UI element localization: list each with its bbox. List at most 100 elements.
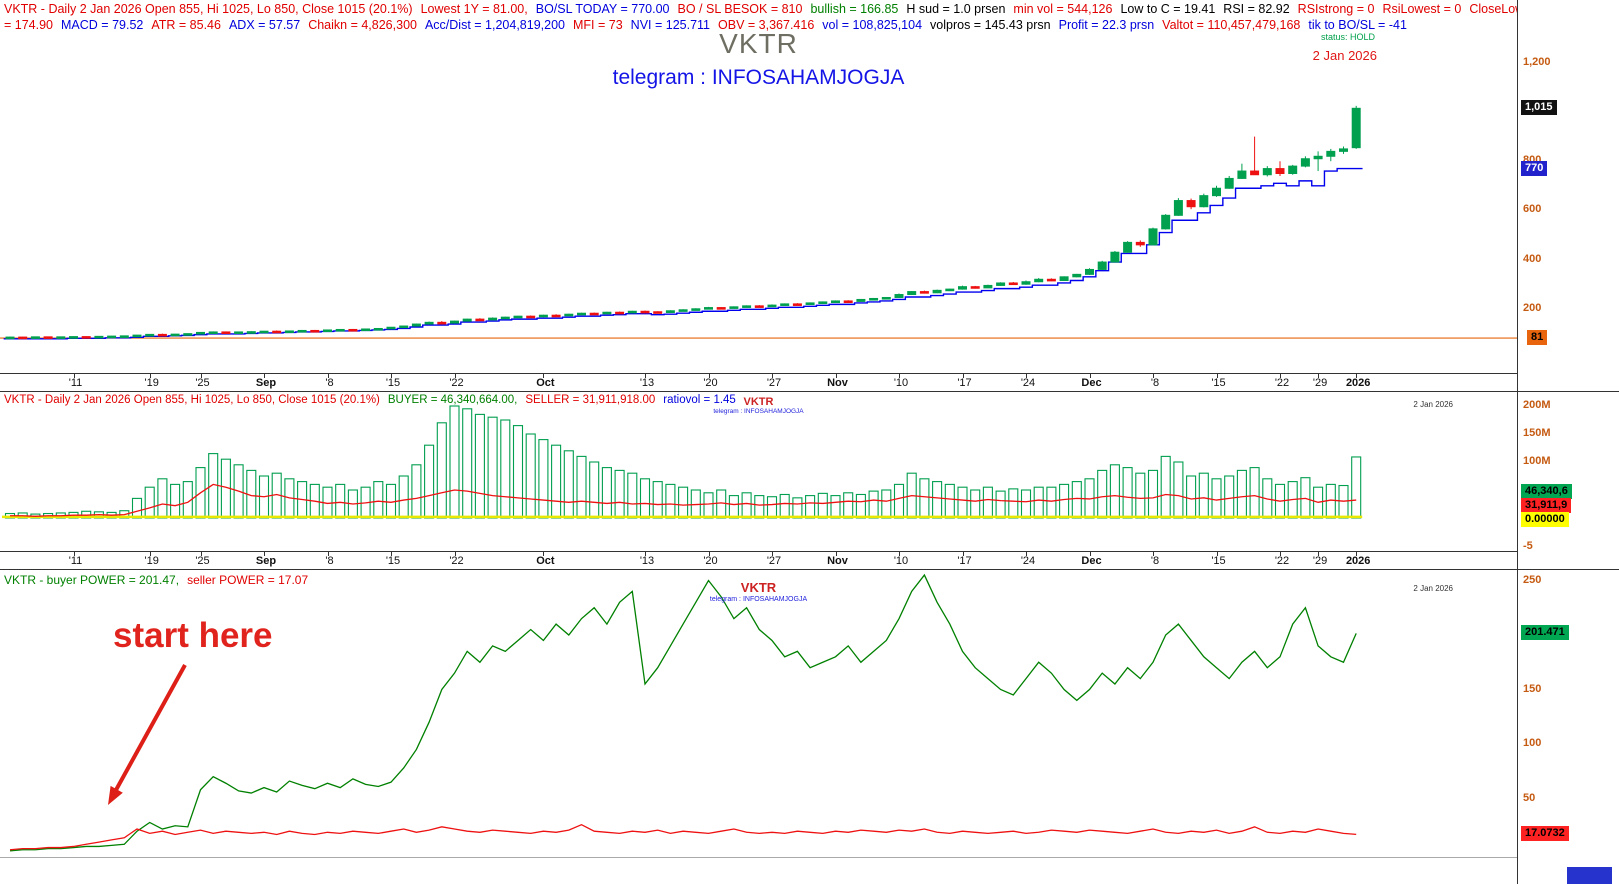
axis-value-badge: 17.0732: [1521, 826, 1569, 842]
x-axis-label: '19: [144, 555, 159, 567]
x-tick-mark: [1318, 552, 1320, 556]
axis-value-badge: 0.00000: [1521, 512, 1569, 528]
axis-value-badge: 46,340,6: [1521, 484, 1572, 500]
x-axis-label: '27: [766, 555, 782, 567]
x-tick-mark: [645, 374, 646, 378]
price-metric-4: bullish = 166.85: [810, 2, 899, 16]
x-tick-mark: [1153, 374, 1154, 378]
buyer-power-line: [9, 573, 1357, 852]
panel-divider: [1517, 569, 1619, 570]
price-metric-3: BO / SL BESOK = 810: [677, 2, 803, 16]
y-axis-label: 150M: [1523, 427, 1551, 439]
x-axis-label: '25: [195, 377, 210, 389]
y-axis-label: 400: [1523, 252, 1542, 265]
price-metric-9: RSIstrong = 0: [1297, 2, 1375, 16]
x-axis-label: '15: [385, 555, 401, 567]
x-axis-label: '15: [1211, 555, 1226, 567]
price-metric2-10: volpros = 145.43 prsn: [930, 18, 1051, 32]
x-tick-mark: [454, 552, 456, 556]
price-metric-7: Low to C = 19.41: [1120, 2, 1216, 16]
x-axis-label: Nov: [827, 377, 848, 389]
power-metric-1: seller POWER = 17.07: [187, 573, 309, 587]
x-tick-mark: [391, 374, 392, 378]
price-metric-10: RsiLowest = 0: [1382, 2, 1462, 16]
y-axis-label: -5: [1523, 540, 1533, 553]
x-axis-label: '8: [1150, 377, 1160, 389]
x-tick-mark: [543, 374, 545, 378]
panel-divider: [1517, 391, 1619, 392]
x-axis-label: Oct: [536, 377, 555, 389]
x-tick-mark: [327, 552, 329, 556]
x-axis-label: Dec: [1081, 555, 1102, 567]
x-axis-label: '13: [639, 377, 655, 389]
x-tick-mark: [1153, 552, 1154, 556]
seller-volume-line: [10, 483, 1357, 517]
price-metric2-8: OBV = 3,367.416: [718, 18, 815, 32]
bosl-step-line: [3, 167, 1363, 340]
price-panel: VKTR - Daily 2 Jan 2026 Open 855, Hi 102…: [0, 0, 1592, 392]
x-tick-mark: [264, 552, 265, 556]
x-tick-mark: [645, 552, 646, 556]
x-tick-mark: [73, 374, 75, 378]
scrollbar-corner[interactable]: [1567, 867, 1612, 884]
volume-x-axis: '11 '19 '25 Sep '8 '15 '22 Oct '13 '20 '27 Nov '10 '1…: [0, 551, 1517, 569]
price-header-line2: = 174.90 MACD = 79.52 ATR = 85.46 ADX = 57.…: [4, 18, 1415, 32]
x-axis-label: '11: [68, 377, 83, 389]
price-metric-8: RSI = 82.92: [1223, 2, 1290, 16]
x-tick-mark: [1089, 374, 1091, 378]
x-tick-mark: [1216, 552, 1218, 556]
price-chart[interactable]: [0, 0, 1517, 373]
x-axis-label: '19: [144, 377, 159, 389]
x-tick-mark: [1356, 374, 1358, 378]
price-metric2-6: MFI = 73: [573, 18, 623, 32]
x-axis-label: Dec: [1081, 377, 1102, 389]
price-metric2-12: Valtot = 110,457,479,168: [1162, 18, 1301, 32]
x-tick-mark: [899, 374, 900, 378]
y-axis-label: 250: [1523, 573, 1542, 586]
x-tick-mark: [149, 552, 151, 556]
price-metric2-11: Profit = 22.3 prsn: [1058, 18, 1155, 32]
x-tick-mark: [454, 374, 456, 378]
x-axis-label: '8: [325, 555, 334, 567]
volume-metric-0: VKTR - Daily 2 Jan 2026 Open 855, Hi 102…: [4, 394, 380, 406]
power-chart[interactable]: [0, 570, 1517, 858]
x-tick-mark: [327, 374, 329, 378]
volume-header: VKTR - Daily 2 Jan 2026 Open 855, Hi 102…: [4, 394, 744, 406]
price-header-line1: VKTR - Daily 2 Jan 2026 Open 855, Hi 102…: [4, 2, 1600, 16]
price-metric2-0: = 174.90: [4, 18, 54, 32]
x-tick-mark: [899, 552, 900, 556]
volume-date-label: 2 Jan 2026: [1413, 400, 1453, 409]
x-axis-label: '17: [957, 377, 972, 389]
x-axis-label: '8: [1150, 555, 1160, 567]
x-tick-mark: [1280, 374, 1281, 378]
x-tick-mark: [1026, 552, 1027, 556]
x-axis-label: '22: [1274, 377, 1290, 389]
axis-value-badge: 81: [1527, 330, 1548, 346]
x-tick-mark: [1356, 552, 1358, 556]
axis-value-badge: 201.471: [1521, 625, 1569, 641]
price-metric-0: VKTR - Daily 2 Jan 2026 Open 855, Hi 102…: [4, 2, 413, 16]
axis-value-badge: 31,911,9: [1521, 498, 1572, 514]
x-tick-mark: [708, 552, 710, 556]
x-tick-mark: [1089, 552, 1091, 556]
x-tick-mark: [73, 552, 75, 556]
x-tick-mark: [543, 552, 545, 556]
volume-metric-2: SELLER = 31,911,918.00: [525, 394, 656, 406]
x-tick-mark: [835, 552, 837, 556]
price-metric2-9: vol = 108,825,104: [822, 18, 923, 32]
x-tick-mark: [200, 374, 202, 378]
volume-chart[interactable]: [0, 392, 1517, 551]
x-axis-label: '13: [639, 555, 655, 567]
x-axis-label: '24: [1020, 377, 1036, 389]
x-axis-label: 2026: [1345, 377, 1371, 389]
price-metric-5: H sud = 1.0 prsen: [906, 2, 1006, 16]
seller-power-line: [9, 823, 1357, 851]
price-metric2-5: Acc/Dist = 1,204,819,200: [424, 18, 565, 32]
candlestick-series: [5, 105, 1361, 340]
x-axis-label: Nov: [827, 555, 848, 567]
x-tick-mark: [391, 552, 392, 556]
x-tick-mark: [962, 552, 964, 556]
x-axis-label: '11: [68, 555, 83, 567]
volume-metric-1: BUYER = 46,340,664.00,: [387, 394, 518, 406]
x-axis-label: '22: [449, 555, 464, 567]
